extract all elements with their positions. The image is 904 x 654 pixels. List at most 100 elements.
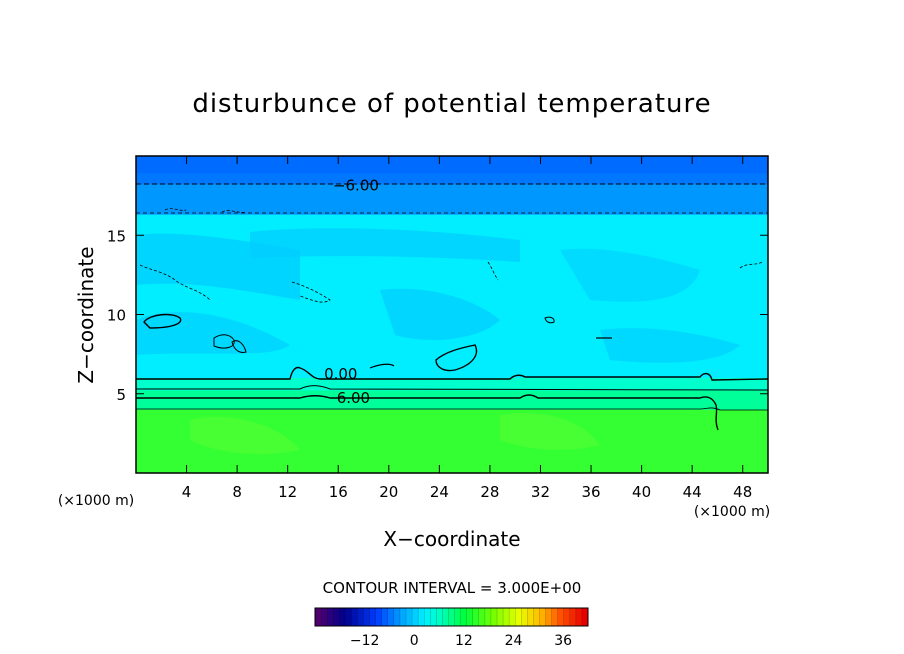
x-tick-label: 12 [278,483,297,501]
colorbar-cell [369,608,377,626]
colorbar-cell [563,608,571,626]
colorbar-cell [509,608,516,626]
contour-label: 6.00 [337,389,370,407]
colorbar-cells [314,608,589,626]
colorbar-cell [454,608,462,626]
colorbar-cell [327,608,334,626]
colorbar-cell [424,608,431,626]
colorbar-cell [551,608,559,626]
colorbar-cell [545,608,553,626]
contour-labels: −6.00 0.00 6.00 [324,177,379,407]
contour-label: 0.00 [324,365,357,383]
field-band [136,409,768,473]
colorbar-tick-label: 24 [505,633,523,649]
colorbar-cell [460,608,468,626]
contour-blob-small-5 [369,363,395,369]
colorbar-cell [484,608,492,626]
colorbar-frame [314,607,589,627]
colorbar-cell [436,608,443,626]
x-tick-label: 40 [632,483,651,501]
patch-right [600,328,740,363]
colorbar-cell [527,608,534,626]
x-axis-unit: (×1000 m) [694,504,770,520]
colorbar-cell [351,608,358,626]
colorbar-cell [557,608,565,626]
contour-lines [136,183,769,431]
contour-dashed-cluster-6 [487,261,499,281]
field-band [136,401,768,410]
colorbar-cell [339,608,346,626]
patch-green-light [190,416,300,455]
x-tick-label: 16 [329,483,348,501]
field-patches [136,228,740,455]
contour-dashed-cluster-4 [221,210,247,213]
colorbar-cell [412,608,419,626]
plot-area: −6.000.006.00 4 8 12 16 20 24 28 32 36 40 44 48 510… [107,155,769,501]
patch-upper-mid [250,228,520,262]
contour-plus3-line [136,385,769,391]
patch-green-light-2 [500,412,600,450]
y-tick-label: 15 [107,227,126,245]
x-axis-label: X−coordinate [383,527,520,551]
x-tick-label: 48 [733,483,752,501]
patch-center-right [560,248,700,302]
contour-dashed-cluster-5 [739,261,763,269]
contour-dashed-cluster-3 [164,208,187,211]
colorbar-cell [375,608,383,626]
contour-blob-small-2 [231,340,247,353]
field-band [136,184,768,215]
patch-left-band [136,312,290,355]
field-band-shade [136,156,768,174]
colorbar-cell [448,608,456,626]
colorbar-tick-label: 0 [410,633,419,649]
y-tick-label: 10 [107,307,126,325]
field-band [136,390,768,402]
x-tick-label: 24 [430,483,449,501]
colorbar-cell [539,608,547,626]
colorbar-ticks: −12 0 12 24 36 [350,633,572,649]
x-tick-label: 8 [232,483,242,501]
colorbar-tick-label: −12 [350,633,380,649]
colorbar-cell [430,608,437,626]
x-tick-label: 28 [480,483,499,501]
chart-title: disturbunce of potential temperature [192,89,711,119]
colorbar-cell [581,608,589,626]
colorbar-tick-label: 12 [455,633,473,649]
patch-center [380,288,500,340]
colorbar-cell [521,608,528,626]
y-tick-label: 5 [116,386,126,404]
colorbar-cell [333,608,340,626]
x-tick-label: 32 [531,483,550,501]
contour-dashed-cluster-1 [139,264,211,301]
z-axis-unit: (×1000 m) [58,493,134,509]
y-axis-ticks: 5 10 15 [107,227,768,404]
contour-zero-line [136,366,769,381]
colorbar-cell [575,608,583,626]
colorbar-cell [315,608,322,626]
colorbar-cell [533,608,540,626]
colorbar-cell [503,608,510,626]
x-tick-label: 20 [379,483,398,501]
contour-blob-small-1 [213,334,235,349]
colorbar-cell [387,608,395,626]
field-band [136,377,768,391]
y-axis-label: Z−coordinate [74,246,98,383]
colorbar-cell [399,608,407,626]
colorbar-cell [321,608,328,626]
colorbar-cell [515,608,522,626]
contour-interval-label: CONTOUR INTERVAL = 3.000E+00 [323,579,582,597]
colorbar-cell [393,608,401,626]
colorbar-cell [497,608,504,626]
colorbar-cell [363,608,371,626]
colorbar-cell [490,608,498,626]
colorbar-cell [345,608,352,626]
x-axis-ticks: 4 8 12 16 20 24 28 32 36 40 44 48 [182,156,752,501]
colorbar-cell [472,608,480,626]
x-tick-label: 44 [683,483,702,501]
colorbar-cell [418,608,425,626]
colorbar-cell [406,608,413,626]
colorbar: −12 0 12 24 36 [314,607,589,649]
colorbar-cell [569,608,577,626]
x-tick-label: 4 [182,483,192,501]
